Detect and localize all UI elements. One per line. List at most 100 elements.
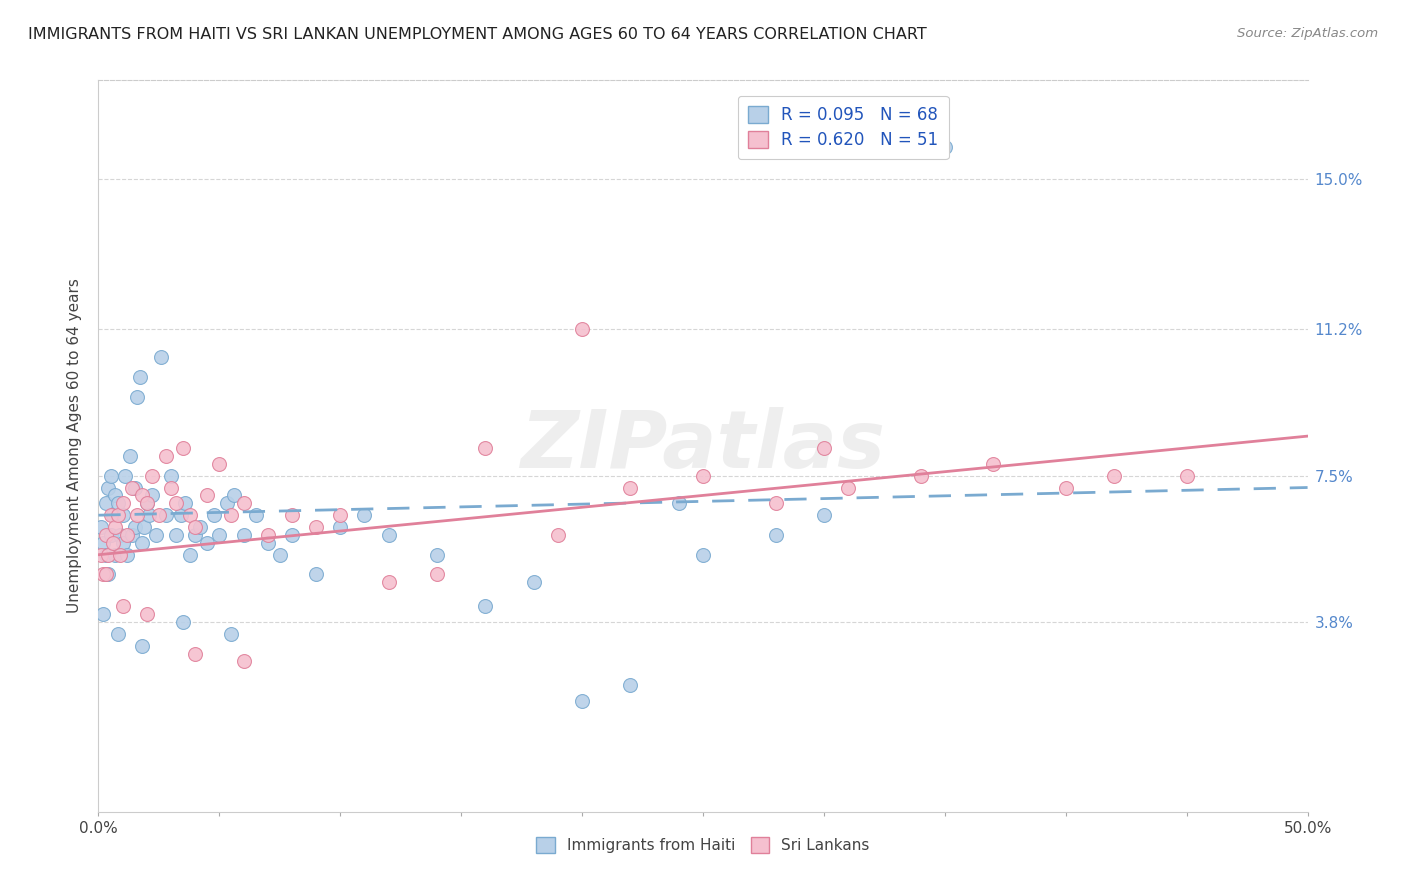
Point (765, 528, 787, 542)
Point (232, 528, 254, 542)
Point (813, 508, 835, 523)
Point (100, 508, 122, 523)
Point (353, 508, 375, 523)
Point (90, 548, 112, 562)
Point (692, 548, 714, 562)
Point (160, 468, 183, 483)
Point (118, 449, 141, 463)
Point (305, 567, 328, 582)
Point (377, 528, 399, 542)
Point (131, 536, 153, 550)
Point (111, 496, 134, 510)
Point (208, 457, 231, 471)
Point (188, 520, 211, 534)
Point (104, 520, 127, 534)
Point (124, 520, 146, 534)
Point (135, 496, 157, 510)
Point (107, 627, 129, 641)
Point (329, 508, 352, 523)
Point (141, 488, 163, 502)
Point (837, 481, 859, 495)
Y-axis label: Unemployment Among Ages 60 to 64 years: Unemployment Among Ages 60 to 64 years (66, 278, 82, 614)
Point (91, 567, 114, 582)
Point (619, 678, 641, 692)
Point (281, 528, 304, 542)
Point (179, 548, 201, 562)
Point (179, 508, 201, 523)
Point (256, 536, 278, 550)
Point (104, 548, 127, 562)
Point (208, 528, 231, 542)
Point (101, 508, 124, 523)
Point (215, 496, 238, 510)
Point (111, 536, 134, 550)
Point (155, 508, 177, 523)
Point (981, 457, 1004, 471)
Point (135, 607, 157, 621)
Point (256, 528, 278, 542)
Point (184, 528, 207, 542)
Point (523, 575, 546, 590)
Point (100, 468, 122, 483)
Point (127, 508, 149, 523)
Point (101, 536, 124, 550)
Point (121, 481, 143, 495)
Point (145, 528, 167, 542)
Point (91, 536, 114, 550)
Point (160, 481, 183, 495)
Point (111, 599, 134, 614)
Point (934, 140, 956, 154)
Point (269, 548, 291, 562)
Text: ZIPatlas: ZIPatlas (520, 407, 886, 485)
Point (108, 528, 131, 542)
Point (474, 441, 496, 455)
Point (117, 528, 139, 542)
Point (104, 488, 127, 502)
Point (232, 655, 254, 669)
Point (131, 488, 153, 502)
Point (245, 508, 267, 523)
Text: Source: ZipAtlas.com: Source: ZipAtlas.com (1237, 27, 1378, 40)
Point (97, 481, 120, 495)
Point (108, 548, 131, 562)
Point (100, 528, 122, 542)
Point (860, 140, 883, 154)
Point (765, 496, 787, 510)
Point (221, 508, 243, 523)
Point (111, 508, 134, 523)
Point (329, 520, 352, 534)
Point (571, 322, 593, 336)
Point (232, 496, 254, 510)
Point (94, 548, 117, 562)
Point (377, 575, 399, 590)
Point (124, 481, 146, 495)
Point (94, 567, 117, 582)
Point (138, 508, 160, 523)
Point (141, 468, 163, 483)
Point (813, 441, 835, 455)
Text: IMMIGRANTS FROM HAITI VS SRI LANKAN UNEMPLOYMENT AMONG AGES 60 TO 64 YEARS CORRE: IMMIGRANTS FROM HAITI VS SRI LANKAN UNEM… (28, 27, 927, 42)
Point (90, 520, 112, 534)
Point (910, 468, 932, 483)
Point (692, 468, 714, 483)
Point (107, 496, 129, 510)
Point (184, 647, 207, 661)
Point (204, 508, 226, 523)
Point (172, 615, 194, 629)
Point (114, 468, 136, 483)
Point (165, 528, 187, 542)
Point (1102, 468, 1125, 483)
Point (155, 449, 177, 463)
Point (97, 567, 120, 582)
Point (135, 496, 157, 510)
Point (571, 694, 593, 708)
Point (128, 369, 150, 384)
Point (97, 548, 120, 562)
Point (150, 350, 173, 364)
Point (281, 508, 304, 523)
Point (195, 536, 218, 550)
Point (91, 607, 114, 621)
Point (165, 496, 187, 510)
Point (547, 528, 569, 542)
Point (148, 508, 170, 523)
